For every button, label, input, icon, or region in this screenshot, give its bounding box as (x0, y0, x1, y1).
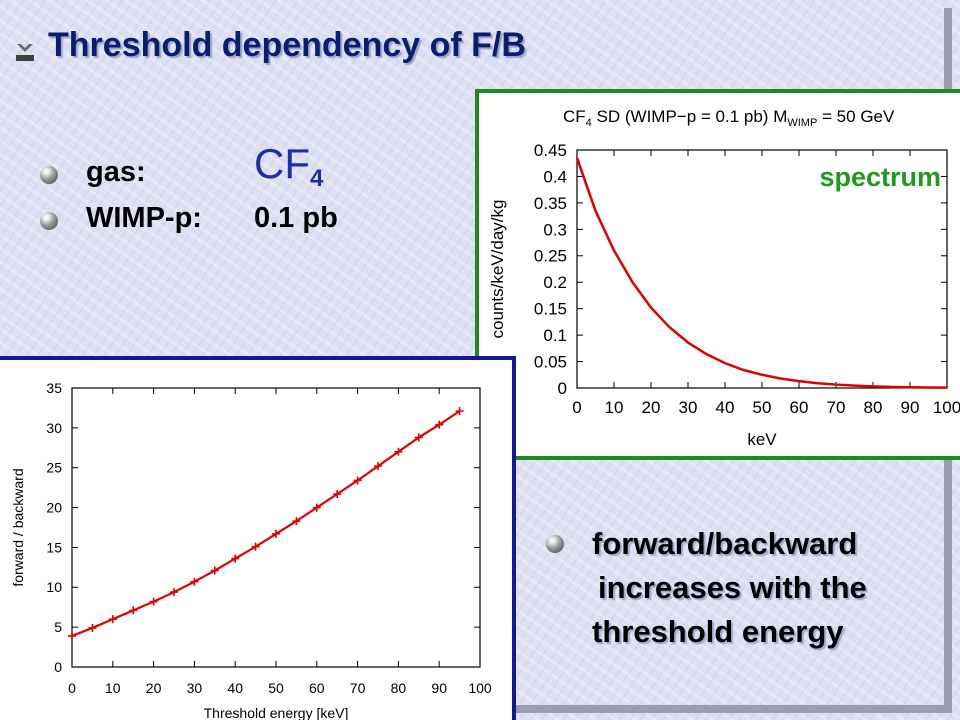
forward-backward-chart-panel: 0 10 20 30 40 50 60 70 80 90 100 0 5 10 15 20 25 30 35 Thre… (0, 356, 516, 720)
fb-data-point (414, 433, 423, 442)
round-bullet-icon (40, 166, 58, 184)
fb-data-point (435, 420, 444, 429)
spectrum-y-tick-label: 0.45 (534, 141, 567, 160)
spectrum-x-tick-label: 80 (864, 398, 883, 417)
arrow-bullet-icon (16, 44, 34, 61)
fb-data-point (88, 623, 97, 632)
fb-x-tick-label: 100 (468, 680, 492, 696)
conclusion-line-2: increases with the (598, 570, 867, 605)
spectrum-x-tick-label: 90 (901, 398, 920, 417)
fb-x-tick-label: 60 (309, 680, 325, 696)
fb-data-point (251, 542, 260, 551)
fb-data-point (333, 490, 342, 499)
fb-x-tick-label: 20 (146, 680, 162, 696)
gas-label: gas: (86, 156, 146, 188)
spectrum-y-tick-label: 0.35 (534, 194, 567, 213)
spectrum-y-tick-label: 0.1 (543, 326, 567, 345)
spectrum-x-tick-label: 40 (716, 398, 735, 417)
fb-series-line (71, 410, 461, 637)
fb-data-point (231, 554, 240, 563)
spectrum-x-tick-label: 100 (933, 398, 960, 417)
fb-data-point (272, 529, 280, 538)
fb-data-point (190, 577, 199, 586)
conclusion-line-3: threshold energy (592, 614, 844, 649)
fb-x-tick-label: 40 (227, 680, 243, 696)
spectrum-x-tick-label: 0 (572, 398, 581, 417)
fb-y-tick-label: 25 (46, 460, 62, 476)
fb-y-tick-label: 0 (54, 659, 62, 675)
fb-data-point (292, 517, 301, 526)
gas-value: CF4 (254, 140, 323, 192)
fb-x-tick-label: 30 (187, 680, 203, 696)
fb-x-tick-label: 50 (268, 680, 284, 696)
fb-x-axis-label: Threshold energy [keV] (204, 705, 349, 720)
forward-backward-chart: 0 10 20 30 40 50 60 70 80 90 100 0 5 10 15 20 25 30 35 Thre… (10, 380, 492, 720)
conclusion-text: forward/backward increases with the thre… (592, 522, 867, 654)
wimp-p-label: WIMP-p: (86, 202, 202, 234)
fb-plot-frame (71, 387, 481, 668)
fb-data-point (312, 503, 321, 512)
spectrum-y-tick-label: 0 (558, 379, 567, 398)
spectrum-y-tick-label: 0.25 (534, 247, 567, 266)
spectrum-x-tick-label: 30 (679, 398, 698, 417)
fb-y-tick-label: 15 (46, 539, 62, 555)
fb-y-tick-label: 10 (46, 579, 62, 595)
spectrum-x-axis-label: keV (747, 430, 777, 449)
spectrum-x-tick-label: 60 (790, 398, 809, 417)
spectrum-title-part: SD (WIMP−p = 0.1 pb) M (592, 107, 788, 126)
spectrum-y-tick-label: 0.2 (543, 273, 567, 292)
spectrum-title-sub: WIMP (787, 117, 817, 129)
fb-x-tick-label: 70 (350, 680, 366, 696)
spectrum-series-line (575, 157, 948, 389)
spectrum-title-sub: 4 (586, 117, 592, 129)
fb-y-axis-label: forward / backward (10, 468, 26, 586)
spectrum-label: spectrum (819, 162, 941, 192)
spectrum-x-tick-label: 10 (605, 398, 624, 417)
fb-y-tick-label: 20 (46, 499, 62, 515)
spectrum-y-tick-label: 0.4 (543, 167, 567, 186)
fb-data-point (68, 631, 76, 640)
fb-data-point (374, 462, 382, 471)
spectrum-x-tick-label: 50 (753, 398, 772, 417)
fb-data-point (353, 476, 362, 485)
page-title: Threshold dependency of F/B (48, 26, 526, 64)
spectrum-y-axis-label: counts/keV/day/kg (488, 200, 507, 339)
fb-x-tick-label: 90 (431, 680, 447, 696)
gas-value-text: CF (254, 140, 310, 187)
fb-data-point (149, 597, 158, 606)
spectrum-chart-panel: CF4 SD (WIMP−p = 0.1 pb) MWIMP = 50 GeV … (475, 89, 960, 460)
fb-x-tick-label: 0 (68, 680, 76, 696)
round-bullet-icon (40, 212, 58, 230)
spectrum-x-tick-label: 20 (642, 398, 661, 417)
round-bullet-icon (546, 535, 564, 553)
spectrum-x-tick-label: 70 (827, 398, 846, 417)
fb-y-tick-label: 5 (54, 619, 62, 635)
spectrum-title-part: = 50 GeV (817, 107, 895, 126)
fb-data-point (170, 588, 178, 597)
spectrum-y-tick-label: 0.05 (534, 353, 567, 372)
spectrum-y-tick-label: 0.15 (534, 300, 567, 319)
spectrum-y-tick-label: 0.3 (543, 220, 567, 239)
conclusion-line-1: forward/backward (592, 526, 858, 561)
fb-x-tick-label: 80 (391, 680, 407, 696)
fb-data-point (129, 606, 138, 615)
fb-data-point (394, 447, 403, 456)
spectrum-title-part: CF (563, 107, 586, 126)
spectrum-chart: CF4 SD (WIMP−p = 0.1 pb) MWIMP = 50 GeV … (488, 107, 960, 449)
gas-value-subscript: 4 (310, 165, 324, 192)
fb-y-tick-label: 35 (46, 380, 62, 396)
fb-data-point (455, 407, 464, 416)
spectrum-chart-title: CF4 SD (WIMP−p = 0.1 pb) MWIMP = 50 GeV (563, 107, 895, 129)
fb-data-point (210, 566, 219, 575)
fb-y-tick-label: 30 (46, 420, 62, 436)
fb-x-tick-label: 10 (105, 680, 121, 696)
wimp-p-value: 0.1 pb (254, 202, 338, 234)
fb-data-point (108, 615, 117, 624)
